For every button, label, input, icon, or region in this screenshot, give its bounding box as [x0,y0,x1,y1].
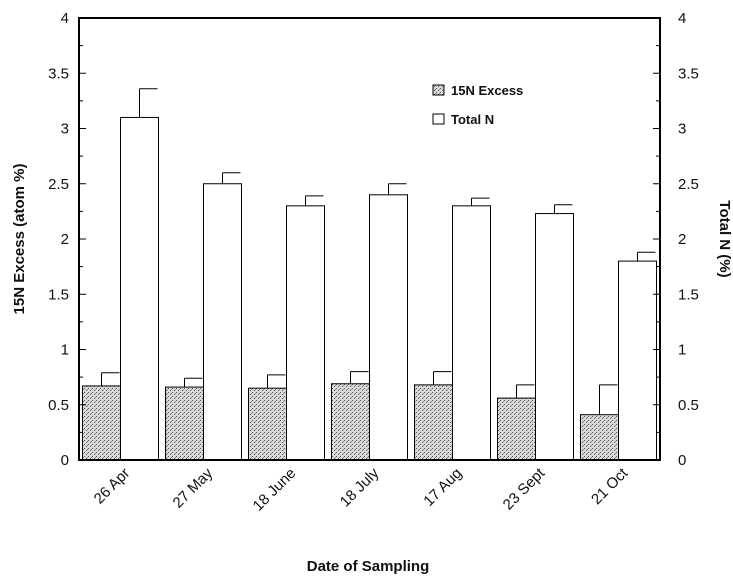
plot-border [78,17,661,461]
y-tick-label-right: 2.5 [678,176,699,193]
bar-total-n [535,213,574,461]
y-tick-label-left: 2 [61,231,69,248]
y-tick-label-right: 1 [678,342,686,359]
legend-label-total-n: Total N [451,112,494,127]
y-tick-label-left: 3.5 [48,65,69,82]
y-axis-left: 0 0.5 1 1.5 2 2.5 3 3.5 4 [48,10,86,469]
x-tick-label: 27 May [170,464,217,511]
bar-total-n [452,205,491,461]
y-axis-title-right: Total N (%) [716,200,733,277]
y-tick-label-right: 3.5 [678,65,699,82]
x-tick-label: 17 Aug [420,465,465,510]
x-tick-label: 21 Oct [588,464,632,508]
bar-15n-excess [82,385,121,461]
x-axis-title: Date of Sampling [307,558,430,575]
bar-15n-excess [331,383,370,461]
x-axis: 26 Apr 27 May 18 June 18 July 17 Aug 23 Sept 2… [91,464,632,514]
y-tick-label-left: 4 [61,10,69,27]
bar-15n-excess [248,387,287,461]
bar-total-n [618,260,657,461]
bar-15n-excess [497,397,536,461]
legend: 15N Excess Total N [432,83,523,127]
y-tick-label-right: 0.5 [678,397,699,414]
y-tick-label-right: 1.5 [678,286,699,303]
x-tick-label: 23 Sept [500,464,549,513]
bar-total-n [369,194,408,461]
bar-total-n [203,183,242,461]
legend-swatch-total-n [432,113,445,125]
y-tick-label-left: 1.5 [48,286,69,303]
bar-15n-excess [414,384,453,461]
y-axis-right: 0 0.5 1 1.5 2 2.5 3 3.5 4 [653,10,699,469]
y-tick-label-right: 4 [678,10,686,27]
y-tick-label-right: 0 [678,452,686,469]
y-tick-label-left: 0.5 [48,397,69,414]
y-tick-label-left: 1 [61,342,69,359]
y-tick-label-right: 2 [678,231,686,248]
bar-total-n [286,205,325,461]
bar-15n-excess [165,386,204,461]
x-tick-label: 26 Apr [91,465,134,508]
plot-frame [78,17,661,461]
legend-label-15n-excess: 15N Excess [451,83,523,98]
x-tick-label: 18 June [250,465,300,515]
y-tick-label-left: 3 [61,121,69,138]
y-tick-label-left: 0 [61,452,69,469]
bar-15n-excess [580,414,619,461]
bars-group [82,88,657,461]
y-tick-label-right: 3 [678,121,686,138]
y-tick-label-left: 2.5 [48,176,69,193]
legend-swatch-15n-excess [432,84,445,96]
bar-total-n [120,116,159,461]
x-tick-label: 18 July [337,464,383,510]
y-axis-title-left: 15N Excess (atom %) [11,164,28,315]
